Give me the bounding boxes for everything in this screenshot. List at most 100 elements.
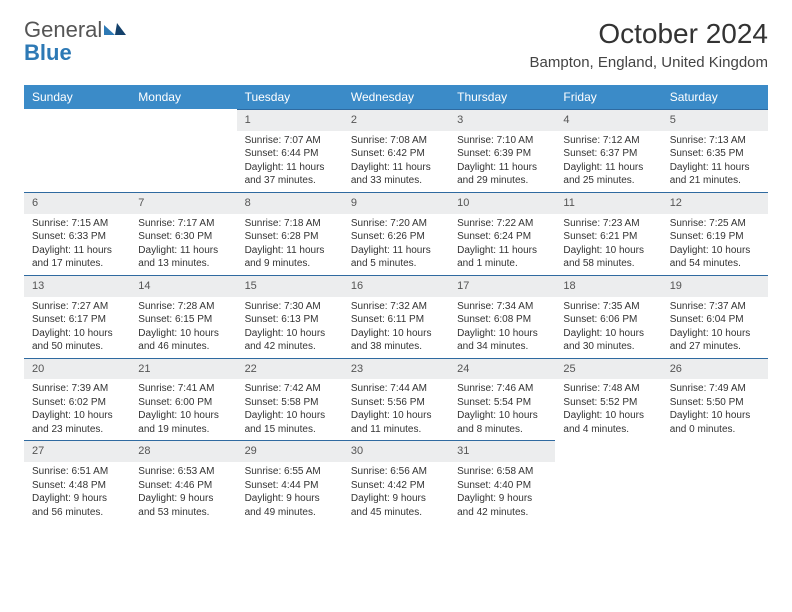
sunset-line: Sunset: 4:48 PM [32,479,122,493]
calendar-week-row: 20Sunrise: 7:39 AMSunset: 6:02 PMDayligh… [24,358,768,441]
logo: General Blue [24,18,126,64]
sunrise-line: Sunrise: 7:30 AM [245,300,335,314]
calendar-day-cell [130,109,236,192]
day-number: 15 [237,275,343,297]
calendar-day-cell: 12Sunrise: 7:25 AMSunset: 6:19 PMDayligh… [662,192,768,275]
calendar-day-cell: 5Sunrise: 7:13 AMSunset: 6:35 PMDaylight… [662,109,768,192]
calendar-day-cell: 23Sunrise: 7:44 AMSunset: 5:56 PMDayligh… [343,358,449,441]
calendar-table: Sunday Monday Tuesday Wednesday Thursday… [24,85,768,523]
day-number: 23 [343,358,449,380]
daylight-line: Daylight: 10 hours and 23 minutes. [32,409,122,436]
daylight-line: Daylight: 11 hours and 5 minutes. [351,244,441,271]
calendar-day-cell: 22Sunrise: 7:42 AMSunset: 5:58 PMDayligh… [237,358,343,441]
calendar-day-cell: 30Sunrise: 6:56 AMSunset: 4:42 PMDayligh… [343,440,449,523]
daylight-line: Daylight: 11 hours and 13 minutes. [138,244,228,271]
day-number: 10 [449,192,555,214]
sunrise-line: Sunrise: 7:12 AM [563,134,653,148]
sunset-line: Sunset: 6:06 PM [563,313,653,327]
sunrise-line: Sunrise: 7:27 AM [32,300,122,314]
day-details: Sunrise: 6:56 AMSunset: 4:42 PMDaylight:… [343,462,449,523]
calendar-day-cell: 6Sunrise: 7:15 AMSunset: 6:33 PMDaylight… [24,192,130,275]
day-details: Sunrise: 6:58 AMSunset: 4:40 PMDaylight:… [449,462,555,523]
calendar-day-cell: 2Sunrise: 7:08 AMSunset: 6:42 PMDaylight… [343,109,449,192]
day-number: 31 [449,440,555,462]
sunset-line: Sunset: 6:42 PM [351,147,441,161]
day-number: 12 [662,192,768,214]
sunrise-line: Sunrise: 6:58 AM [457,465,547,479]
calendar-day-cell: 1Sunrise: 7:07 AMSunset: 6:44 PMDaylight… [237,109,343,192]
daylight-line: Daylight: 11 hours and 25 minutes. [563,161,653,188]
day-details: Sunrise: 7:22 AMSunset: 6:24 PMDaylight:… [449,214,555,275]
daylight-line: Daylight: 10 hours and 38 minutes. [351,327,441,354]
calendar-week-row: 1Sunrise: 7:07 AMSunset: 6:44 PMDaylight… [24,109,768,192]
daylight-line: Daylight: 10 hours and 8 minutes. [457,409,547,436]
sunrise-line: Sunrise: 7:17 AM [138,217,228,231]
daylight-line: Daylight: 9 hours and 53 minutes. [138,492,228,519]
day-header: Tuesday [237,85,343,109]
day-header: Sunday [24,85,130,109]
day-number: 18 [555,275,661,297]
sunrise-line: Sunrise: 7:15 AM [32,217,122,231]
calendar-day-cell: 7Sunrise: 7:17 AMSunset: 6:30 PMDaylight… [130,192,236,275]
location: Bampton, England, United Kingdom [530,54,768,71]
day-number: 9 [343,192,449,214]
day-details: Sunrise: 7:28 AMSunset: 6:15 PMDaylight:… [130,297,236,358]
day-header: Saturday [662,85,768,109]
day-number: 6 [24,192,130,214]
daylight-line: Daylight: 10 hours and 58 minutes. [563,244,653,271]
header: General Blue October 2024 Bampton, Engla… [24,18,768,71]
sunrise-line: Sunrise: 7:23 AM [563,217,653,231]
day-details: Sunrise: 7:32 AMSunset: 6:11 PMDaylight:… [343,297,449,358]
calendar-day-cell: 11Sunrise: 7:23 AMSunset: 6:21 PMDayligh… [555,192,661,275]
day-number: 20 [24,358,130,380]
sunset-line: Sunset: 5:58 PM [245,396,335,410]
sunset-line: Sunset: 6:02 PM [32,396,122,410]
day-details: Sunrise: 7:41 AMSunset: 6:00 PMDaylight:… [130,379,236,440]
day-header: Wednesday [343,85,449,109]
calendar-day-cell: 8Sunrise: 7:18 AMSunset: 6:28 PMDaylight… [237,192,343,275]
day-number: 4 [555,109,661,131]
calendar-day-cell: 3Sunrise: 7:10 AMSunset: 6:39 PMDaylight… [449,109,555,192]
calendar-day-cell: 18Sunrise: 7:35 AMSunset: 6:06 PMDayligh… [555,275,661,358]
day-number: 17 [449,275,555,297]
sunrise-line: Sunrise: 6:53 AM [138,465,228,479]
daylight-line: Daylight: 10 hours and 0 minutes. [670,409,760,436]
sunrise-line: Sunrise: 7:22 AM [457,217,547,231]
day-number: 21 [130,358,236,380]
day-number: 11 [555,192,661,214]
sunrise-line: Sunrise: 7:08 AM [351,134,441,148]
day-number: 16 [343,275,449,297]
sunrise-line: Sunrise: 7:48 AM [563,382,653,396]
sunset-line: Sunset: 6:37 PM [563,147,653,161]
logo-flag-icon [104,18,126,41]
day-details: Sunrise: 7:42 AMSunset: 5:58 PMDaylight:… [237,379,343,440]
sunset-line: Sunset: 5:54 PM [457,396,547,410]
sunset-line: Sunset: 6:21 PM [563,230,653,244]
sunrise-line: Sunrise: 7:13 AM [670,134,760,148]
daylight-line: Daylight: 9 hours and 56 minutes. [32,492,122,519]
day-details: Sunrise: 7:08 AMSunset: 6:42 PMDaylight:… [343,131,449,192]
calendar-week-row: 27Sunrise: 6:51 AMSunset: 4:48 PMDayligh… [24,440,768,523]
sunrise-line: Sunrise: 7:41 AM [138,382,228,396]
daylight-line: Daylight: 11 hours and 17 minutes. [32,244,122,271]
day-details: Sunrise: 7:30 AMSunset: 6:13 PMDaylight:… [237,297,343,358]
calendar-day-cell: 4 Sunrise: 7:12 AMSunset: 6:37 PMDaylight… [555,109,661,192]
sunrise-line: Sunrise: 7:46 AM [457,382,547,396]
daylight-line: Daylight: 10 hours and 27 minutes. [670,327,760,354]
title-block: October 2024 Bampton, England, United Ki… [530,18,768,71]
day-header: Friday [555,85,661,109]
day-details: Sunrise: 7:23 AMSunset: 6:21 PMDaylight:… [555,214,661,275]
day-details: Sunrise: 7:37 AMSunset: 6:04 PMDaylight:… [662,297,768,358]
calendar-day-cell [662,440,768,523]
day-details: Sunrise: 7:35 AMSunset: 6:06 PMDaylight:… [555,297,661,358]
calendar-day-cell: 10Sunrise: 7:22 AMSunset: 6:24 PMDayligh… [449,192,555,275]
day-number: 8 [237,192,343,214]
daylight-line: Daylight: 9 hours and 49 minutes. [245,492,335,519]
calendar-header-row: Sunday Monday Tuesday Wednesday Thursday… [24,85,768,109]
sunset-line: Sunset: 6:35 PM [670,147,760,161]
daylight-line: Daylight: 10 hours and 19 minutes. [138,409,228,436]
day-details: Sunrise: 6:51 AMSunset: 4:48 PMDaylight:… [24,462,130,523]
calendar-day-cell: 17Sunrise: 7:34 AMSunset: 6:08 PMDayligh… [449,275,555,358]
calendar-day-cell: 20Sunrise: 7:39 AMSunset: 6:02 PMDayligh… [24,358,130,441]
day-number: 2 [343,109,449,131]
